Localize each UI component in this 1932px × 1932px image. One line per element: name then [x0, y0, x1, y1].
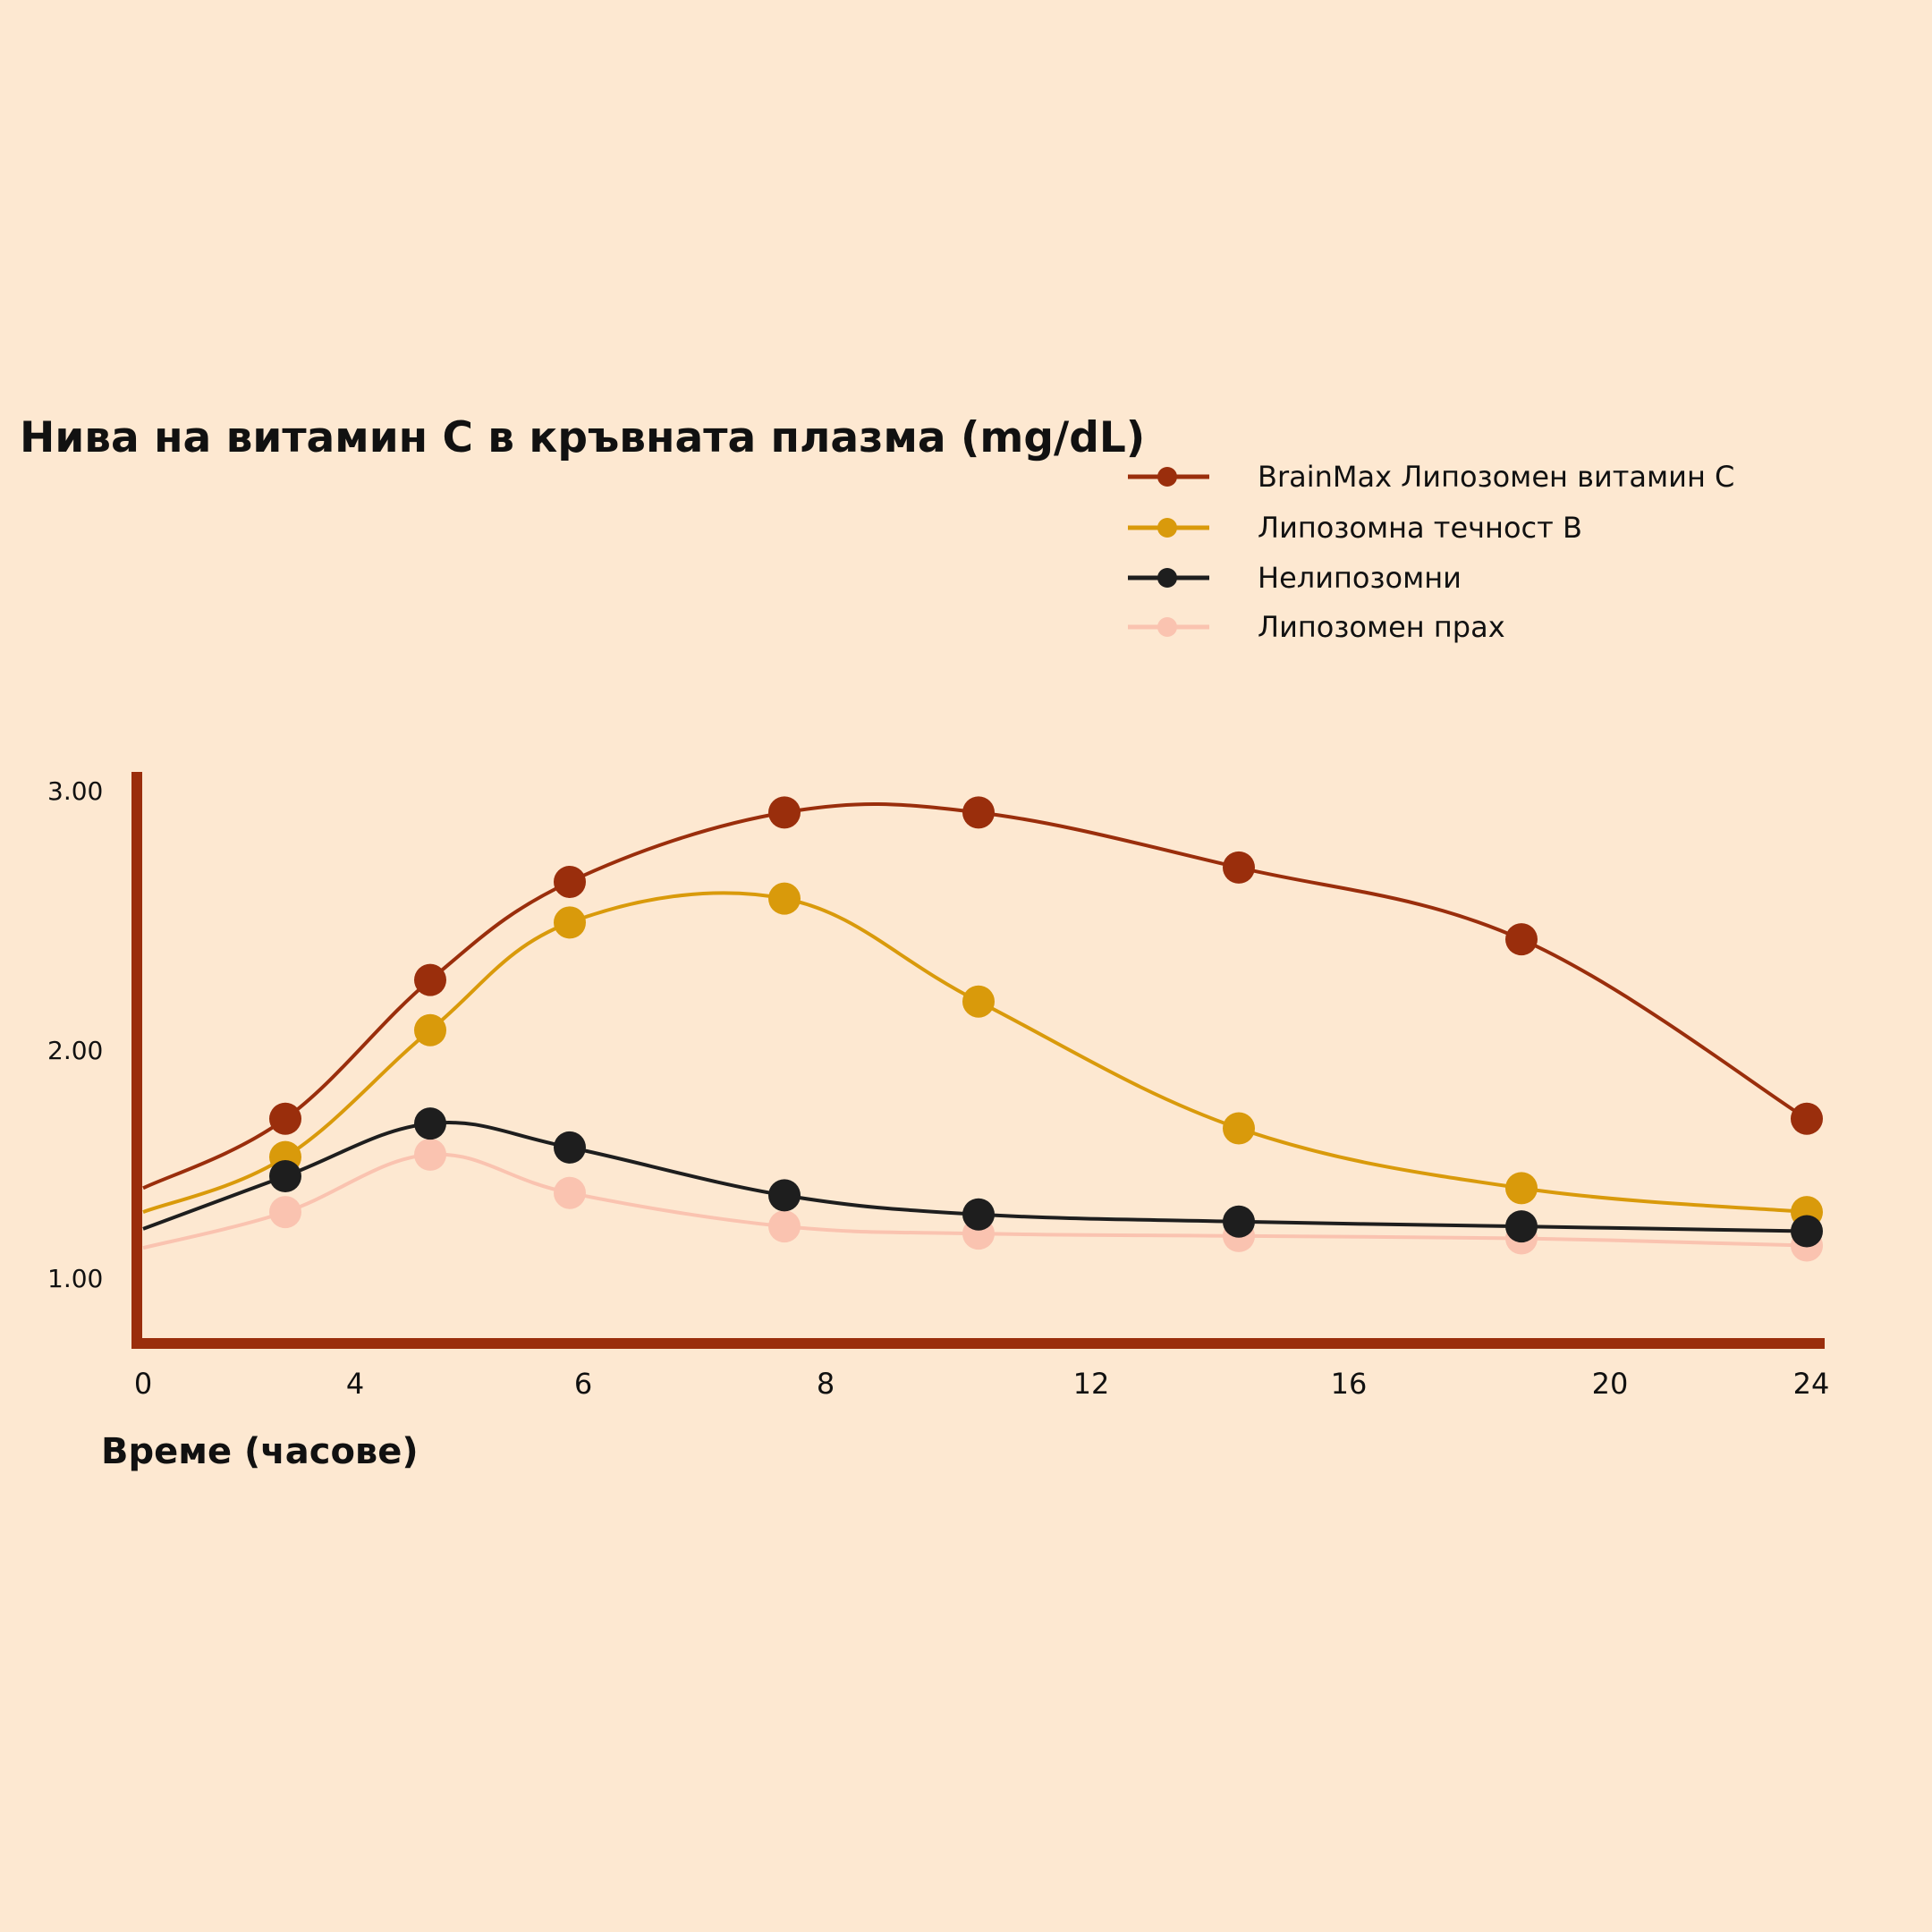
series-line [142, 801, 1809, 1191]
data-point [554, 1176, 586, 1209]
series-line [142, 1152, 1808, 1250]
series-4 [142, 1138, 1823, 1262]
legend-swatch-dot [1157, 568, 1177, 588]
legend-swatch-dot [1157, 467, 1177, 487]
x-tick-label: 16 [1331, 1367, 1368, 1401]
x-tick-label: 12 [1073, 1367, 1110, 1401]
data-point [1505, 1210, 1538, 1243]
data-point [768, 1179, 801, 1212]
data-point [1223, 1112, 1255, 1145]
data-point [768, 882, 801, 915]
legend-item: Липозомен прах [1128, 610, 1505, 644]
legend-label: BrainMax Липозомен витамин С [1258, 460, 1734, 494]
data-point [1505, 923, 1538, 956]
x-tick-label: 20 [1592, 1367, 1629, 1401]
x-axis-label: Време (часове) [101, 1431, 419, 1472]
x-tick-label: 6 [574, 1367, 592, 1401]
legend-label: Нелипозомни [1258, 561, 1462, 595]
x-ticks: 0 4 6 8 12 16 20 24 [134, 1367, 1830, 1401]
data-point [1505, 1172, 1538, 1205]
data-point [414, 963, 446, 996]
chart-title: Нива на витамин С в кръвната плазма (mg/… [20, 413, 1145, 462]
data-point [269, 1159, 301, 1192]
legend-label: Липозомна течност B [1258, 511, 1582, 545]
legend: BrainMax Липозомен витамин С Липозомна те… [1128, 460, 1734, 644]
data-point [1223, 851, 1255, 884]
x-tick-label: 8 [817, 1367, 835, 1401]
data-point [269, 1102, 301, 1135]
series-2 [142, 882, 1823, 1229]
x-tick-label: 24 [1793, 1367, 1830, 1401]
data-point [962, 1198, 995, 1231]
series-line [142, 1121, 1808, 1233]
y-tick-label: 3.00 [47, 776, 103, 806]
legend-item: Нелипозомни [1128, 561, 1462, 595]
series-1 [142, 796, 1823, 1191]
legend-swatch-dot [1157, 518, 1177, 538]
series-layer [142, 796, 1823, 1262]
series-3 [142, 1107, 1823, 1248]
data-point [269, 1196, 301, 1229]
data-point [414, 1138, 446, 1171]
data-point [1223, 1205, 1255, 1238]
data-point [768, 1210, 801, 1243]
series-line [142, 891, 1808, 1215]
data-point [554, 1131, 586, 1164]
legend-label: Липозомен прах [1258, 610, 1505, 644]
legend-item: BrainMax Липозомен витамин С [1128, 460, 1734, 494]
x-tick-label: 0 [134, 1367, 152, 1401]
legend-item: Липозомна течност B [1128, 511, 1582, 545]
data-point [962, 796, 995, 829]
data-point [1791, 1215, 1823, 1248]
data-point [554, 865, 586, 898]
data-point [414, 1013, 446, 1046]
y-tick-label: 1.00 [47, 1264, 103, 1293]
legend-swatch-dot [1157, 617, 1177, 637]
data-point [962, 985, 995, 1018]
x-tick-label: 4 [346, 1367, 364, 1401]
y-tick-label: 2.00 [47, 1036, 103, 1065]
data-point [554, 906, 586, 939]
data-point [414, 1107, 446, 1140]
data-point [1791, 1102, 1823, 1135]
data-point [768, 796, 801, 829]
y-ticks: 3.00 2.00 1.00 [47, 776, 103, 1293]
